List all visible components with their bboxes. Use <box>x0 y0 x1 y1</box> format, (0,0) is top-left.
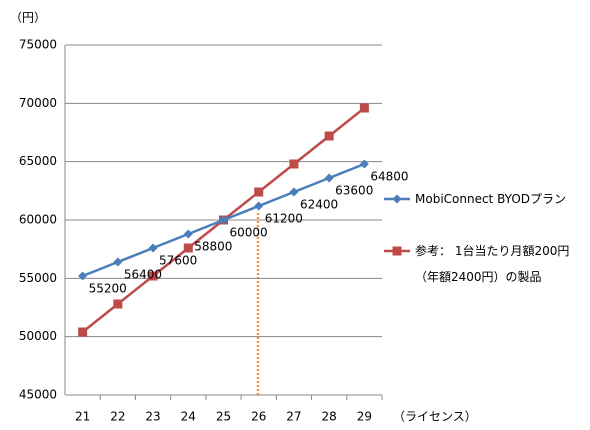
y-tick-label: 55000 <box>19 271 57 285</box>
marker <box>148 243 158 253</box>
legend-swatch <box>384 194 410 204</box>
data-label: 61200 <box>265 212 303 226</box>
y-tick-label: 45000 <box>19 388 57 402</box>
y-tick-label: 70000 <box>19 96 57 110</box>
marker <box>359 103 369 113</box>
marker <box>78 327 88 337</box>
marker <box>219 215 228 225</box>
data-label: 56400 <box>124 268 162 282</box>
y-tick-label: 60000 <box>19 213 57 227</box>
y-tick-label: 65000 <box>19 154 57 168</box>
marker <box>78 271 88 281</box>
legend-item: 参考： 1台当たり月額200円 （年額2400円）の製品 <box>382 238 587 290</box>
x-tick-label: 24 <box>181 410 196 424</box>
y-tick-label: 50000 <box>19 329 57 343</box>
data-label: 55200 <box>89 282 127 296</box>
y-unit-label: （円） <box>10 11 46 25</box>
x-tick-label: 25 <box>216 410 231 424</box>
marker <box>254 187 264 197</box>
data-label: 58800 <box>194 240 232 254</box>
marker <box>148 271 158 281</box>
marker <box>289 187 299 197</box>
x-tick-label: 28 <box>322 410 337 424</box>
marker <box>183 243 193 253</box>
marker <box>183 229 193 239</box>
marker <box>289 159 299 169</box>
x-tick-label: 29 <box>357 410 372 424</box>
marker <box>392 246 402 256</box>
legend-item: MobiConnect BYODプラン <box>382 186 587 212</box>
y-tick-label: 75000 <box>19 38 57 52</box>
marker <box>324 173 334 183</box>
legend-swatch <box>384 246 410 256</box>
data-label: 60000 <box>230 226 268 240</box>
data-label: 63600 <box>335 184 373 198</box>
x-axis-label: （ライセンス） <box>393 410 477 424</box>
data-label: 57600 <box>159 254 197 268</box>
x-tick-label: 27 <box>286 410 301 424</box>
x-tick-label: 21 <box>75 410 90 424</box>
marker <box>392 194 402 204</box>
legend-label: MobiConnect BYODプラン <box>415 192 567 206</box>
legend-label: 参考： 1台当たり月額200円 （年額2400円）の製品 <box>415 244 570 284</box>
x-tick-label: 23 <box>145 410 160 424</box>
marker <box>359 159 369 169</box>
marker <box>324 131 334 141</box>
x-tick-label: 26 <box>251 410 266 424</box>
x-tick-label: 22 <box>110 410 125 424</box>
data-label: 64800 <box>370 170 408 184</box>
marker <box>113 299 123 309</box>
data-label: 62400 <box>300 198 338 212</box>
marker <box>254 201 264 211</box>
marker <box>113 257 123 267</box>
